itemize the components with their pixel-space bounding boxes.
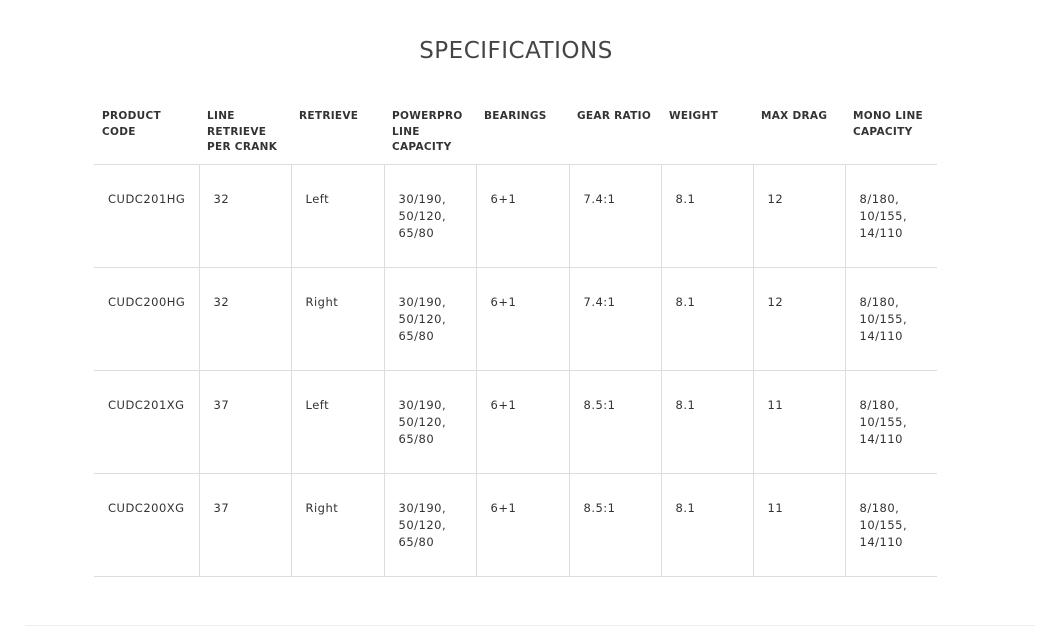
table-cell: 8/180, 10/155, 14/110: [844, 164, 937, 268]
table-cell: 30/190, 50/120, 65/80: [383, 164, 476, 268]
table-cell: 6+1: [475, 370, 569, 474]
table-cell: 32: [198, 164, 291, 268]
column-header: BEARINGS: [476, 100, 569, 165]
table-cell: CUDC200XG: [94, 473, 199, 577]
header-row: PRODUCT CODE LINE RETRIEVE PER CRANK RETRI…: [94, 100, 937, 165]
table-cell: 8/180, 10/155, 14/110: [844, 473, 937, 577]
page-title: SPECIFICATIONS: [419, 38, 613, 64]
table-cell: 11: [752, 370, 845, 474]
table-cell: 8.1: [660, 267, 753, 371]
table-row: CUDC201HG 32 Left 30/190, 50/120, 65/80 6+1 7…: [94, 164, 937, 268]
table-cell: Right: [290, 267, 384, 371]
table-cell: 8/180, 10/155, 14/110: [844, 370, 937, 474]
table-cell: CUDC200HG: [94, 267, 199, 371]
table-cell: 7.4:1: [568, 267, 661, 371]
table-cell: 8.5:1: [568, 370, 661, 474]
table-row: CUDC200HG 32 Right 30/190, 50/120, 65/80 6+1…: [94, 267, 937, 371]
table-cell: 8.1: [660, 164, 753, 268]
table-cell: 6+1: [475, 473, 569, 577]
column-header: RETRIEVE: [291, 100, 384, 165]
table-cell: 8.5:1: [568, 473, 661, 577]
column-header: LINE RETRIEVE PER CRANK: [199, 100, 291, 165]
table-cell: 37: [198, 473, 291, 577]
table-row: CUDC201XG 37 Left 30/190, 50/120, 65/80 6+1 8…: [94, 370, 937, 474]
column-header: MAX DRAG: [753, 100, 845, 165]
table-cell: 6+1: [475, 164, 569, 268]
table-cell: 6+1: [475, 267, 569, 371]
table-cell: CUDC201XG: [94, 370, 199, 474]
table-cell: 11: [752, 473, 845, 577]
table-cell: Left: [290, 370, 384, 474]
table-cell: 8.1: [660, 370, 753, 474]
table-cell: 8.1: [660, 473, 753, 577]
table-cell: 30/190, 50/120, 65/80: [383, 370, 476, 474]
table-cell: 30/190, 50/120, 65/80: [383, 267, 476, 371]
column-header: MONO LINE CAPACITY: [845, 100, 937, 165]
specifications-table: PRODUCT CODE LINE RETRIEVE PER CRANK RETRI…: [94, 100, 937, 577]
column-header: POWERPRO LINE CAPACITY: [384, 100, 476, 165]
table-cell: 37: [198, 370, 291, 474]
table-cell: 12: [752, 164, 845, 268]
column-header: GEAR RATIO: [569, 100, 661, 165]
column-header: WEIGHT: [661, 100, 753, 165]
table-cell: CUDC201HG: [94, 164, 199, 268]
column-header: PRODUCT CODE: [94, 100, 199, 165]
table-cell: Right: [290, 473, 384, 577]
table-cell: 12: [752, 267, 845, 371]
table-cell: 30/190, 50/120, 65/80: [383, 473, 476, 577]
table-cell: 7.4:1: [568, 164, 661, 268]
divider: [25, 625, 1035, 626]
table-cell: 8/180, 10/155, 14/110: [844, 267, 937, 371]
table-cell: Left: [290, 164, 384, 268]
table-cell: 32: [198, 267, 291, 371]
table-row: CUDC200XG 37 Right 30/190, 50/120, 65/80 6+1…: [94, 473, 937, 577]
